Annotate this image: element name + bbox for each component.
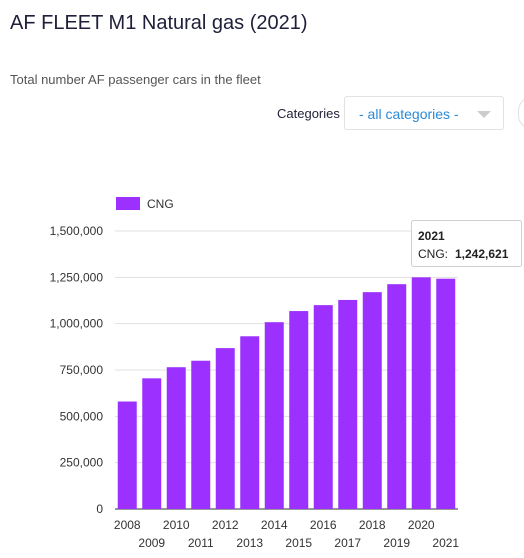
bar xyxy=(117,401,137,509)
x-tick-label: 2020 xyxy=(408,518,435,532)
chart-subtitle: Total number AF passenger cars in the fl… xyxy=(10,72,261,87)
tooltip-box xyxy=(411,220,522,267)
bar xyxy=(191,360,211,509)
bar xyxy=(289,311,309,509)
x-tick-label: 2013 xyxy=(236,536,263,550)
y-tick-label: 1,250,000 xyxy=(50,270,104,284)
bar xyxy=(215,348,235,509)
y-tick-label: 250,000 xyxy=(60,456,104,470)
categories-select-value: - all categories - xyxy=(359,106,459,122)
tooltip-year: 2021 xyxy=(418,229,445,243)
bar xyxy=(166,367,186,509)
legend-swatch xyxy=(116,197,140,210)
x-tick-label: 2011 xyxy=(188,536,214,550)
chevron-down-icon xyxy=(477,111,491,118)
bar xyxy=(387,284,407,509)
y-tick-label: 1,500,000 xyxy=(50,224,104,238)
x-tick-label: 2019 xyxy=(383,536,410,550)
categories-label: Categories xyxy=(277,106,340,121)
y-tick-label: 1,000,000 xyxy=(50,317,104,331)
y-tick-label: 750,000 xyxy=(60,363,104,377)
legend-label: CNG xyxy=(147,197,174,211)
bar xyxy=(264,322,284,509)
x-tick-label: 2015 xyxy=(285,536,312,550)
bar xyxy=(240,336,260,509)
tooltip-value: 1,242,621 xyxy=(455,247,509,261)
x-tick-label: 2008 xyxy=(114,518,141,532)
x-tick-label: 2018 xyxy=(359,518,386,532)
x-tick-label: 2021 xyxy=(432,536,459,550)
categories-select[interactable]: - all categories - xyxy=(344,96,504,130)
bar xyxy=(411,277,431,509)
x-tick-label: 2016 xyxy=(310,518,337,532)
bar xyxy=(142,378,162,509)
bar xyxy=(338,299,358,509)
chart-title: AF FLEET M1 Natural gas (2021) xyxy=(10,12,308,34)
x-tick-label: 2009 xyxy=(138,536,165,550)
x-tick-label: 2017 xyxy=(334,536,361,550)
bar xyxy=(362,292,382,509)
y-tick-label: 0 xyxy=(96,502,103,516)
x-tick-label: 2014 xyxy=(261,518,288,532)
y-tick-label: 500,000 xyxy=(60,409,104,423)
x-tick-label: 2010 xyxy=(163,518,190,532)
bar xyxy=(313,305,333,509)
x-tick-label: 2012 xyxy=(212,518,239,532)
tooltip-series: CNG: xyxy=(418,247,448,261)
bar xyxy=(436,278,456,509)
